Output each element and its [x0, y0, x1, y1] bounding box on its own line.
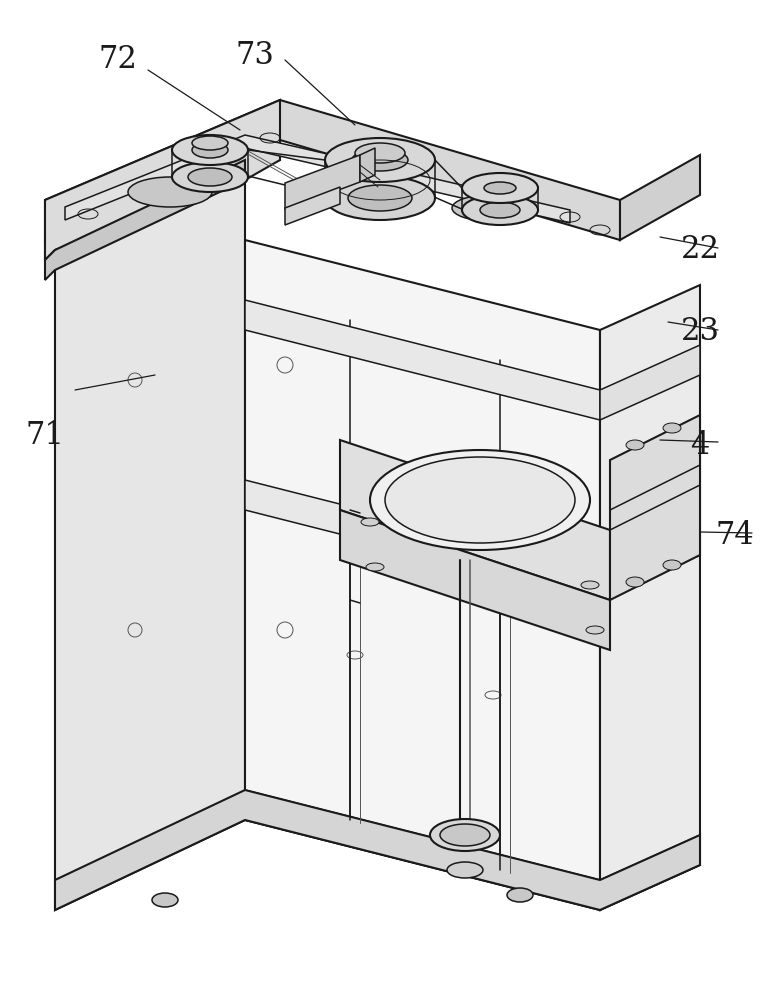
Ellipse shape [480, 202, 520, 218]
Ellipse shape [348, 185, 412, 211]
Ellipse shape [462, 173, 538, 203]
Ellipse shape [370, 450, 590, 550]
Polygon shape [55, 790, 700, 910]
Ellipse shape [325, 176, 435, 220]
Text: 72: 72 [99, 44, 137, 76]
Ellipse shape [361, 518, 379, 526]
Ellipse shape [128, 177, 212, 207]
Ellipse shape [462, 195, 538, 225]
Polygon shape [285, 155, 360, 210]
Polygon shape [610, 415, 700, 600]
Ellipse shape [663, 423, 681, 433]
Polygon shape [600, 285, 700, 910]
Ellipse shape [385, 457, 575, 543]
Ellipse shape [172, 135, 248, 165]
Ellipse shape [325, 138, 435, 182]
Ellipse shape [626, 577, 644, 587]
Text: 71: 71 [26, 420, 64, 450]
Polygon shape [600, 835, 700, 910]
Ellipse shape [626, 440, 644, 450]
Ellipse shape [452, 195, 528, 221]
Polygon shape [600, 345, 700, 420]
Ellipse shape [447, 862, 483, 878]
Polygon shape [65, 135, 570, 223]
Polygon shape [45, 140, 280, 260]
Text: 73: 73 [236, 39, 275, 70]
Ellipse shape [586, 626, 604, 634]
Ellipse shape [581, 581, 599, 589]
Polygon shape [45, 100, 280, 260]
Polygon shape [55, 160, 245, 910]
Ellipse shape [484, 182, 516, 194]
Polygon shape [245, 480, 600, 600]
Polygon shape [620, 155, 700, 240]
Ellipse shape [192, 142, 228, 158]
Text: 4: 4 [691, 430, 709, 460]
Ellipse shape [152, 893, 178, 907]
Ellipse shape [366, 563, 384, 571]
Ellipse shape [430, 819, 500, 851]
Polygon shape [245, 240, 600, 910]
Ellipse shape [172, 162, 248, 192]
Ellipse shape [663, 560, 681, 570]
Polygon shape [45, 160, 245, 280]
Text: 23: 23 [681, 316, 719, 348]
Ellipse shape [188, 168, 232, 186]
Text: 22: 22 [681, 234, 719, 265]
Ellipse shape [192, 136, 228, 150]
Polygon shape [45, 100, 620, 240]
Polygon shape [340, 440, 610, 600]
Polygon shape [285, 187, 340, 225]
Polygon shape [360, 148, 375, 182]
Polygon shape [245, 300, 600, 420]
Ellipse shape [355, 143, 405, 163]
Ellipse shape [352, 149, 408, 171]
Ellipse shape [440, 824, 490, 846]
Polygon shape [340, 510, 610, 650]
Polygon shape [245, 790, 600, 910]
Text: 74: 74 [715, 520, 754, 550]
Polygon shape [600, 525, 700, 600]
Ellipse shape [507, 888, 533, 902]
